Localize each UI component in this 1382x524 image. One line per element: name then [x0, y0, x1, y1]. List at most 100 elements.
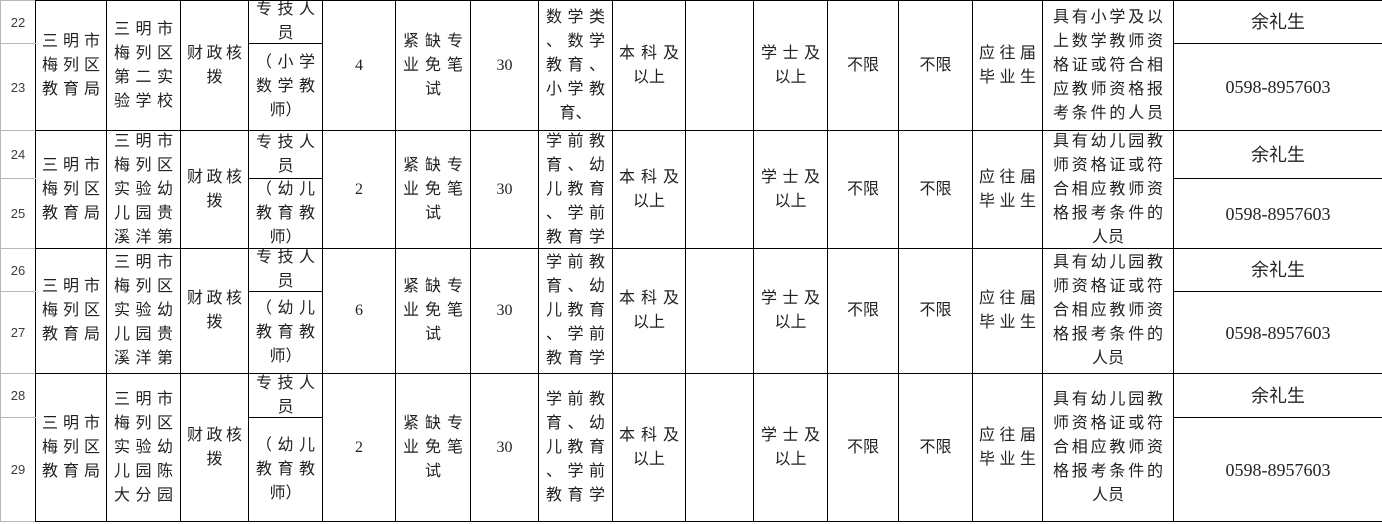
cell-bachelor[interactable]: 学士及以上 — [753, 0, 828, 131]
cell-contact-phone-text: 0598-8957603 — [1225, 322, 1331, 343]
cell-majors-text: 学前教育、幼儿教育、学前教育学 — [546, 254, 605, 367]
cell-graduates[interactable]: 应往届毕业生 — [972, 248, 1043, 374]
cell-position-type[interactable]: 专技人员 — [248, 373, 323, 418]
cell-exam[interactable]: 紧缺专业免笔试 — [395, 373, 471, 522]
cell-contact-phone-text: 0598-8957603 — [1225, 459, 1331, 480]
cell-limit-1[interactable]: 不限 — [827, 248, 899, 374]
cell-contact-name-text: 余礼生 — [1251, 260, 1305, 280]
cell-contact-phone[interactable]: 0598-8957603 — [1173, 43, 1382, 131]
cell-majors[interactable]: 学前教育、幼儿教育、学前教育学 — [538, 130, 613, 249]
table-row: 29 （幼儿教育教师） 0598-8957603 — [0, 417, 1382, 522]
cell-org[interactable]: 三明市梅列区教育局 — [35, 248, 107, 374]
cell-count-text: 2 — [355, 180, 363, 198]
row-header[interactable]: 28 — [0, 373, 36, 418]
cell-position-detail[interactable]: （幼儿教育教师） — [248, 291, 323, 374]
row-header[interactable]: 22 — [0, 0, 36, 44]
cell-other[interactable] — [685, 248, 754, 374]
cell-graduates-text: 应往届毕业生 — [979, 290, 1036, 331]
cell-position-type[interactable]: 专技人员 — [248, 0, 323, 44]
cell-limit-2[interactable]: 不限 — [898, 0, 973, 131]
cell-position-type-text: 专技人员 — [256, 1, 315, 43]
cell-graduates[interactable]: 应往届毕业生 — [972, 0, 1043, 131]
row-header[interactable]: 25 — [0, 178, 36, 249]
cell-limit-1[interactable]: 不限 — [827, 0, 899, 131]
cell-org[interactable]: 三明市梅列区教育局 — [35, 0, 107, 131]
table-row: 24 三明市梅列区教育局 三明市梅列区实验幼儿园贵溪洋第 财政核拨 专技人员 2… — [0, 130, 1382, 249]
cell-limit-2[interactable]: 不限 — [898, 248, 973, 374]
row-header[interactable]: 29 — [0, 417, 36, 522]
row-header[interactable]: 23 — [0, 43, 36, 131]
cell-org[interactable]: 三明市梅列区教育局 — [35, 130, 107, 249]
row-header[interactable]: 24 — [0, 130, 36, 179]
cell-exam[interactable]: 紧缺专业免笔试 — [395, 248, 471, 374]
cell-ratio[interactable]: 30 — [470, 130, 539, 249]
cell-position-detail[interactable]: （幼儿教育教师） — [248, 178, 323, 249]
cell-count[interactable]: 4 — [322, 0, 396, 131]
cell-funding[interactable]: 财政核拨 — [180, 248, 249, 374]
cell-position-type-text: 专技人员 — [256, 133, 315, 175]
cell-school-text: 三明市梅列区实验幼儿园陈大分园 — [114, 390, 173, 504]
cell-school[interactable]: 三明市梅列区实验幼儿园陈大分园 — [106, 373, 181, 522]
cell-school[interactable]: 三明市梅列区第二实验学校 — [106, 0, 181, 131]
cell-limit-1[interactable]: 不限 — [827, 130, 899, 249]
cell-contact-phone[interactable]: 0598-8957603 — [1173, 291, 1382, 374]
cell-bachelor[interactable]: 学士及以上 — [753, 373, 828, 522]
cell-exam[interactable]: 紧缺专业免笔试 — [395, 130, 471, 249]
cell-requirements[interactable]: 具有幼儿园教师资格证或符合相应教师资格报考条件的人员 — [1042, 373, 1174, 522]
cell-funding[interactable]: 财政核拨 — [180, 373, 249, 522]
cell-degree[interactable]: 本科及以上 — [612, 0, 686, 131]
cell-requirements[interactable]: 具有幼儿园教师资格证或符合相应教师资格报考条件的人员 — [1042, 248, 1174, 374]
cell-majors[interactable]: 学前教育、幼儿教育、学前教育学 — [538, 248, 613, 374]
cell-requirements[interactable]: 具有幼儿园教师资格证或符合相应教师资格报考条件的人员 — [1042, 130, 1174, 249]
cell-funding[interactable]: 财政核拨 — [180, 130, 249, 249]
cell-contact-name[interactable]: 余礼生 — [1173, 130, 1382, 179]
cell-position-type[interactable]: 专技人员 — [248, 130, 323, 179]
cell-count[interactable]: 6 — [322, 248, 396, 374]
cell-exam-text: 紧缺专业免笔试 — [403, 32, 463, 98]
cell-contact-name[interactable]: 余礼生 — [1173, 248, 1382, 292]
cell-majors[interactable]: 学前教育、幼儿教育、学前教育学 — [538, 373, 613, 522]
cell-position-detail[interactable]: （幼儿教育教师） — [248, 417, 323, 522]
cell-school-text: 三明市梅列区实验幼儿园贵溪洋第 — [114, 254, 173, 367]
cell-position-detail[interactable]: （小学数学教师） — [248, 43, 323, 131]
cell-limit-2[interactable]: 不限 — [898, 373, 973, 522]
cell-exam-text: 紧缺专业免笔试 — [403, 156, 463, 222]
table-row: 25 （幼儿教育教师） 0598-8957603 — [0, 178, 1382, 249]
cell-majors[interactable]: 数学类、数学教育、小学教育、 — [538, 0, 613, 131]
cell-graduates[interactable]: 应往届毕业生 — [972, 373, 1043, 522]
cell-bachelor[interactable]: 学士及以上 — [753, 130, 828, 249]
cell-degree[interactable]: 本科及以上 — [612, 248, 686, 374]
cell-count[interactable]: 2 — [322, 373, 396, 522]
cell-contact-phone[interactable]: 0598-8957603 — [1173, 417, 1382, 522]
cell-limit-2[interactable]: 不限 — [898, 130, 973, 249]
cell-org[interactable]: 三明市梅列区教育局 — [35, 373, 107, 522]
cell-contact-name[interactable]: 余礼生 — [1173, 0, 1382, 44]
cell-degree-text: 本科及以上 — [619, 168, 679, 210]
cell-contact-name[interactable]: 余礼生 — [1173, 373, 1382, 418]
cell-bachelor[interactable]: 学士及以上 — [753, 248, 828, 374]
row-header[interactable]: 26 — [0, 248, 36, 292]
cell-other[interactable] — [685, 130, 754, 249]
cell-other[interactable] — [685, 0, 754, 131]
cell-ratio[interactable]: 30 — [470, 248, 539, 374]
cell-graduates[interactable]: 应往届毕业生 — [972, 130, 1043, 249]
cell-ratio[interactable]: 30 — [470, 373, 539, 522]
cell-degree[interactable]: 本科及以上 — [612, 130, 686, 249]
cell-degree[interactable]: 本科及以上 — [612, 373, 686, 522]
cell-requirements-text: 具有幼儿园教师资格证或符合相应教师资格报考条件的人员 — [1053, 390, 1163, 504]
cell-limit-1[interactable]: 不限 — [827, 373, 899, 522]
cell-school[interactable]: 三明市梅列区实验幼儿园贵溪洋第 — [106, 248, 181, 374]
cell-contact-phone[interactable]: 0598-8957603 — [1173, 178, 1382, 249]
row-header[interactable]: 27 — [0, 291, 36, 374]
cell-ratio[interactable]: 30 — [470, 0, 539, 131]
cell-contact-phone-text: 0598-8957603 — [1225, 203, 1331, 224]
cell-school[interactable]: 三明市梅列区实验幼儿园贵溪洋第 — [106, 130, 181, 249]
cell-limit-2-text: 不限 — [919, 56, 952, 74]
cell-exam[interactable]: 紧缺专业免笔试 — [395, 0, 471, 131]
cell-position-type[interactable]: 专技人员 — [248, 248, 323, 292]
cell-funding[interactable]: 财政核拨 — [180, 0, 249, 131]
cell-requirements[interactable]: 具有小学及以上数学教师资格证或符合相应教师资格报考条件的人员 — [1042, 0, 1174, 131]
cell-count[interactable]: 2 — [322, 130, 396, 249]
cell-count-text: 6 — [355, 302, 363, 319]
cell-other[interactable] — [685, 373, 754, 522]
